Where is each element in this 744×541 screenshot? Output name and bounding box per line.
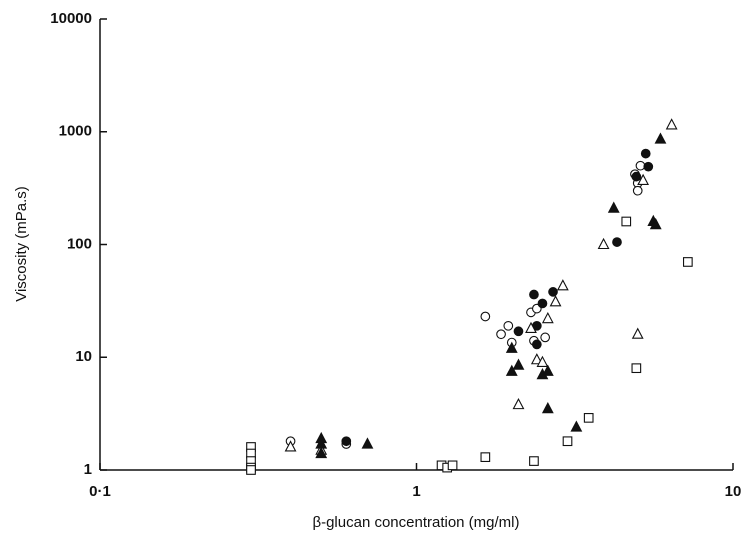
point xyxy=(480,452,491,463)
point xyxy=(562,436,573,447)
point xyxy=(548,287,558,297)
point xyxy=(682,257,693,267)
point xyxy=(541,311,554,324)
point xyxy=(635,160,646,171)
point xyxy=(665,118,678,130)
y-tick-label: 100 xyxy=(67,235,92,252)
point xyxy=(631,363,642,374)
point xyxy=(505,364,518,376)
point xyxy=(525,321,537,334)
point xyxy=(512,397,525,410)
point xyxy=(612,237,622,247)
point xyxy=(447,460,458,471)
point xyxy=(496,329,506,340)
point xyxy=(631,171,642,182)
point xyxy=(246,465,256,475)
y-tick-label: 1 xyxy=(84,461,92,478)
point xyxy=(530,353,543,365)
point xyxy=(315,446,328,459)
point xyxy=(341,436,352,447)
point xyxy=(597,237,610,250)
point xyxy=(529,456,539,466)
point xyxy=(505,341,518,353)
point xyxy=(540,332,551,343)
point xyxy=(284,440,297,452)
point xyxy=(643,161,654,172)
point xyxy=(631,327,644,339)
y-tick-label: 10000 xyxy=(50,10,92,27)
point xyxy=(480,311,491,322)
point xyxy=(361,437,374,449)
point xyxy=(536,355,549,367)
point xyxy=(637,173,650,185)
point xyxy=(513,326,524,337)
x-axis-label: β-glucan concentration (mg/ml) xyxy=(312,514,519,531)
point xyxy=(556,279,569,291)
point xyxy=(529,289,539,300)
x-tick-label: 1 xyxy=(412,483,420,500)
point xyxy=(541,401,554,414)
point xyxy=(541,364,554,376)
y-axis-label: Viscosity (mPa.s) xyxy=(13,186,30,302)
point xyxy=(632,185,643,196)
point xyxy=(570,420,583,432)
point xyxy=(503,320,514,331)
point xyxy=(512,358,525,370)
point xyxy=(607,201,620,213)
point xyxy=(531,339,542,350)
x-tick-label: 0·1 xyxy=(89,483,111,500)
point xyxy=(549,295,562,307)
x-tick-label: 10 xyxy=(725,483,742,500)
point xyxy=(537,298,548,309)
point xyxy=(583,413,594,423)
y-tick-label: 1000 xyxy=(59,123,92,140)
y-tick-label: 10 xyxy=(75,348,92,365)
point xyxy=(649,217,662,230)
point xyxy=(654,132,667,144)
point xyxy=(621,216,632,227)
point xyxy=(640,148,651,159)
